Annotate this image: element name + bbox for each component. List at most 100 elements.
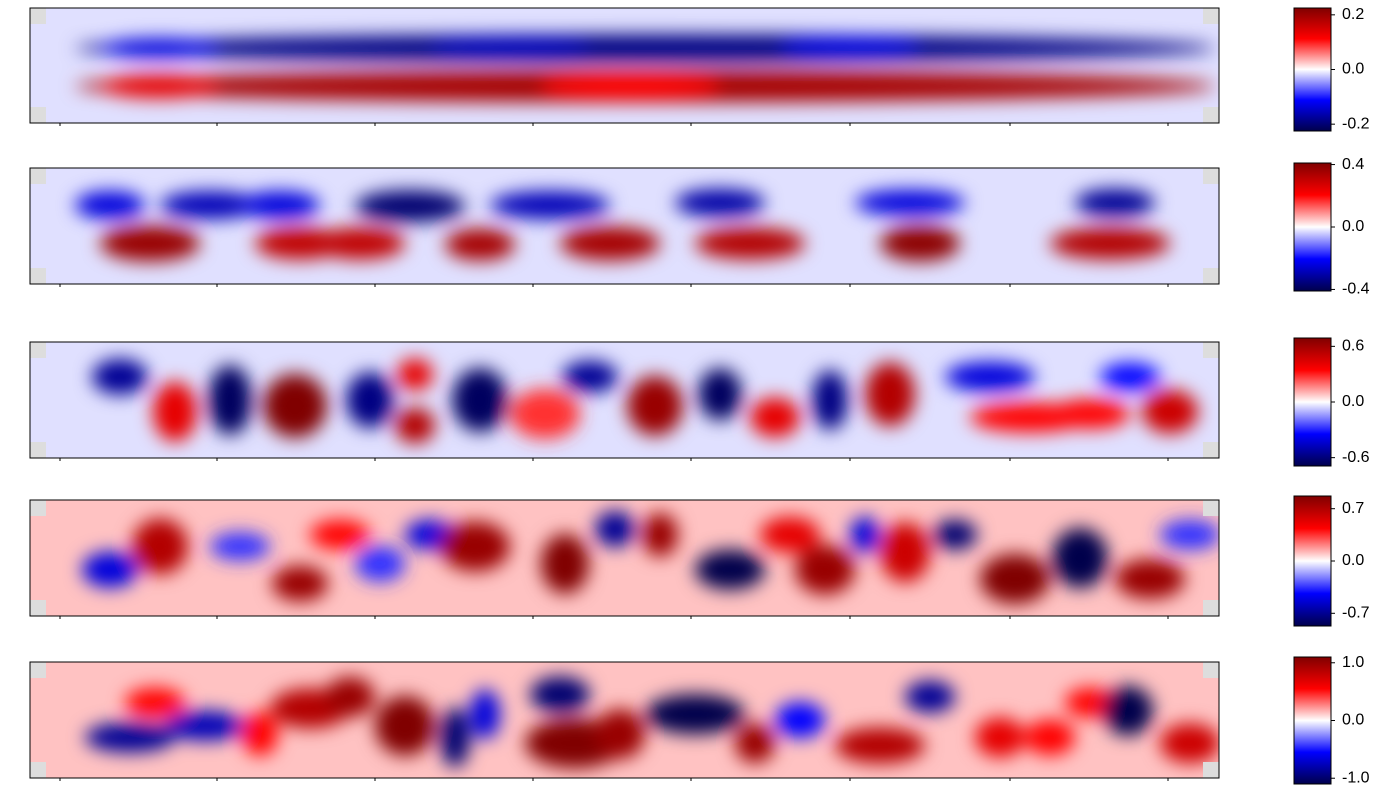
colorbar-tick-label: 0.7 xyxy=(1342,500,1364,517)
field-blob xyxy=(375,695,435,756)
field-blob xyxy=(1142,389,1198,434)
field-blob xyxy=(698,368,742,421)
field-blob xyxy=(153,381,197,442)
field-blob xyxy=(812,370,848,430)
field-blob xyxy=(642,512,678,557)
field-blob xyxy=(75,191,145,220)
corner-mask xyxy=(1203,600,1219,616)
field-blob xyxy=(315,227,405,260)
field-blobs xyxy=(82,511,1219,604)
field-blob xyxy=(510,388,580,439)
corner-mask xyxy=(30,500,46,516)
field-blob xyxy=(132,518,188,575)
colorbar xyxy=(1293,7,1332,132)
heatmap-field xyxy=(30,168,1219,284)
field-blob xyxy=(210,532,270,561)
corner-mask xyxy=(30,600,46,616)
corner-mask xyxy=(30,442,46,458)
field-blob xyxy=(208,365,252,435)
field-blob xyxy=(272,565,328,602)
field-blob xyxy=(865,362,915,427)
field-blobs xyxy=(75,34,1215,103)
colorbar-tick-label: -0.6 xyxy=(1342,449,1370,466)
field-blob xyxy=(780,35,920,56)
field-blob xyxy=(242,711,278,756)
field-blob xyxy=(1100,362,1160,391)
field-blob xyxy=(980,553,1050,604)
panel: 1.0 0.0 -1.0 xyxy=(29,654,1370,786)
field-blob xyxy=(695,549,765,590)
field-blob xyxy=(541,533,589,594)
field-blob xyxy=(445,228,515,261)
field-blobs xyxy=(75,188,1170,262)
field-blob xyxy=(750,397,800,438)
field-blob xyxy=(880,522,930,583)
field-blob xyxy=(675,188,765,217)
colorbar xyxy=(1293,656,1332,785)
field-blob xyxy=(775,702,825,738)
field-blob xyxy=(1160,723,1219,764)
field-blob xyxy=(735,723,775,764)
field-blob xyxy=(695,227,805,260)
field-blob xyxy=(560,226,660,261)
panel-frame xyxy=(29,499,1220,617)
field-blob xyxy=(125,687,185,718)
field-blob xyxy=(1052,528,1108,588)
field-blob xyxy=(595,511,635,547)
panel-frame xyxy=(29,7,1220,124)
field-blob xyxy=(355,190,465,223)
field-blob xyxy=(263,373,327,438)
colorbar xyxy=(1293,337,1332,467)
field-background xyxy=(30,8,1219,123)
colorbar-tick-label: 0.6 xyxy=(1342,338,1364,355)
colorbar-tick-label: 0.4 xyxy=(1342,156,1364,173)
field-blob xyxy=(540,74,720,99)
field-blob xyxy=(880,225,960,262)
field-background xyxy=(30,168,1219,284)
field-blob xyxy=(75,34,1215,63)
panel: 0.7 0.0 -0.7 xyxy=(29,495,1370,627)
field-blob xyxy=(452,368,508,432)
field-blob xyxy=(1115,558,1185,599)
colorbar-tick-label: 0.2 xyxy=(1342,6,1364,23)
corner-mask xyxy=(1203,8,1219,24)
field-blob xyxy=(1103,685,1153,736)
field-blob xyxy=(1160,519,1219,550)
corner-mask xyxy=(30,168,46,184)
field-blob xyxy=(470,689,500,740)
field-blob xyxy=(645,694,745,735)
corner-mask xyxy=(1203,662,1219,678)
colorbar-tick-label: -0.2 xyxy=(1342,115,1370,132)
field-blob xyxy=(945,361,1035,392)
panel-frame xyxy=(29,167,1220,285)
field-blob xyxy=(85,722,175,753)
field-blob xyxy=(933,519,977,550)
field-blob xyxy=(395,407,435,444)
colorbar-tick-label: 1.0 xyxy=(1342,654,1364,671)
corner-mask xyxy=(1203,762,1219,778)
colorbar-tick-label: -0.7 xyxy=(1342,605,1370,622)
heatmap-field xyxy=(30,662,1219,778)
colorbar xyxy=(1293,162,1332,292)
colorbar-tick-label: 0.0 xyxy=(1342,61,1364,78)
corner-mask xyxy=(1203,342,1219,358)
field-blobs xyxy=(85,676,1219,769)
corner-mask xyxy=(30,107,46,123)
field-blob xyxy=(325,676,375,717)
field-blob xyxy=(397,358,433,391)
heatmap-field xyxy=(30,500,1219,616)
field-blob xyxy=(1050,227,1170,260)
corner-mask xyxy=(1203,500,1219,516)
field-blob xyxy=(855,189,965,216)
corner-mask xyxy=(30,268,46,284)
field-blob xyxy=(92,358,148,395)
field-blob xyxy=(346,372,394,428)
field-blob xyxy=(240,191,320,220)
field-blob xyxy=(530,676,590,713)
panel: 0.2 0.0 -0.2 xyxy=(29,6,1370,132)
field-blob xyxy=(490,191,610,220)
panel-frame xyxy=(29,661,1220,779)
field-blob xyxy=(627,375,683,436)
field-blob xyxy=(82,551,138,588)
